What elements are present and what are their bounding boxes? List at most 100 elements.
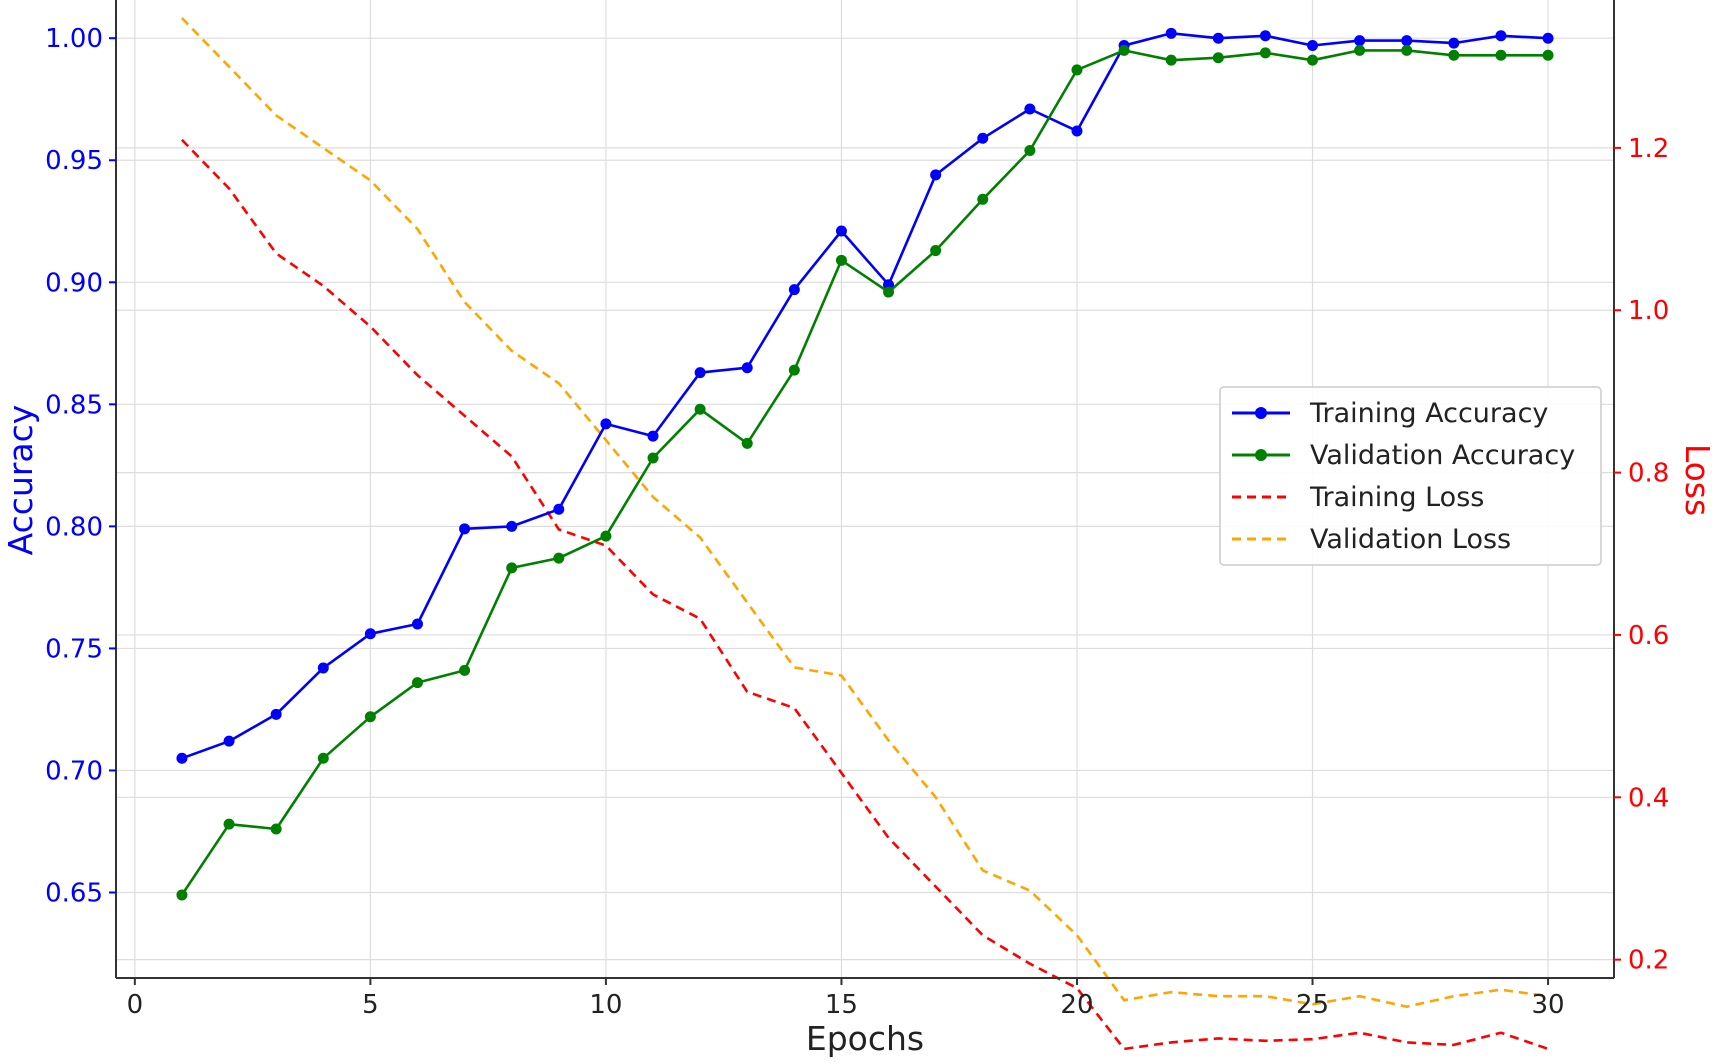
series-layer: [176, 17, 1554, 1051]
y-left-tick-label-1: 0.70: [45, 756, 103, 786]
series-training-accuracy: [176, 27, 1554, 764]
data-point-training-accuracy-4: [317, 662, 329, 674]
data-point-training-accuracy-24: [1259, 30, 1271, 42]
y-left-tick-label-2: 0.75: [45, 634, 103, 664]
y-left-tick-label-7: 1.00: [45, 24, 103, 54]
legend-entry-validation-loss: Validation Loss: [1232, 524, 1511, 555]
series-line-training-loss: [180, 138, 1549, 1051]
legend-label-training-accuracy: Training Accuracy: [1309, 398, 1548, 429]
data-point-validation-accuracy-21: [1118, 44, 1130, 56]
data-point-validation-accuracy-9: [553, 552, 565, 564]
series-line-training-accuracy: [181, 31, 1549, 760]
series-line-validation-loss: [180, 17, 1549, 1009]
data-point-validation-accuracy-28: [1448, 49, 1460, 61]
y-right-tick-label-4: 1.0: [1628, 296, 1669, 326]
data-point-training-accuracy-2: [223, 735, 235, 747]
x-tick-label-0: 0: [127, 990, 144, 1020]
x-tick-label-10: 10: [589, 990, 622, 1020]
legend-entry-validation-accuracy: Validation Accuracy: [1232, 440, 1575, 471]
data-point-training-accuracy-5: [364, 628, 376, 640]
data-point-validation-accuracy-13: [741, 437, 753, 449]
legend-entry-training-loss: Training Loss: [1232, 482, 1484, 513]
series-validation-accuracy: [176, 44, 1554, 901]
y-left-tick-label-5: 0.90: [45, 268, 103, 298]
y-right-tick-label-3: 0.8: [1628, 459, 1669, 489]
data-point-training-accuracy-29: [1495, 30, 1507, 42]
data-point-training-accuracy-28: [1448, 37, 1460, 49]
data-point-validation-accuracy-11: [647, 452, 659, 464]
y-right-tick-label-2: 0.6: [1628, 621, 1669, 651]
y-right-tick-label-5: 1.2: [1628, 134, 1669, 164]
data-point-training-accuracy-15: [835, 225, 847, 237]
y-right-tick-label-1: 0.4: [1628, 783, 1669, 813]
data-point-training-accuracy-25: [1307, 40, 1319, 52]
data-point-training-accuracy-19: [1024, 103, 1036, 115]
data-point-validation-accuracy-6: [411, 677, 423, 689]
legend-marker-validation-accuracy: [1255, 449, 1267, 461]
data-point-validation-accuracy-18: [977, 193, 989, 205]
legend: Training Accuracy Validation Accuracy Tr…: [1219, 386, 1602, 566]
x-axis-title: Epochs: [806, 1019, 924, 1058]
data-point-training-accuracy-9: [553, 503, 565, 515]
data-point-validation-accuracy-5: [364, 711, 376, 723]
data-point-validation-accuracy-8: [506, 562, 518, 574]
legend-label-validation-loss: Validation Loss: [1310, 524, 1511, 555]
y-left-tick-label-0: 0.65: [45, 879, 103, 909]
data-point-training-accuracy-17: [930, 169, 942, 181]
data-point-validation-accuracy-27: [1401, 44, 1413, 56]
data-point-training-accuracy-18: [977, 132, 989, 144]
data-point-validation-accuracy-14: [788, 364, 800, 376]
data-point-validation-accuracy-12: [694, 403, 706, 415]
data-point-validation-accuracy-25: [1307, 54, 1319, 66]
data-point-training-accuracy-14: [788, 284, 800, 296]
right-axis-title: Loss: [1678, 444, 1712, 516]
data-point-training-accuracy-11: [647, 430, 659, 442]
data-point-training-accuracy-10: [600, 418, 612, 430]
data-point-validation-accuracy-29: [1495, 49, 1507, 61]
data-point-validation-accuracy-24: [1259, 47, 1271, 59]
y-left-tick-label-6: 0.95: [45, 146, 103, 176]
data-point-validation-accuracy-1: [176, 889, 188, 901]
x-tick-label-5: 5: [362, 990, 379, 1020]
data-point-training-accuracy-23: [1212, 32, 1224, 44]
x-tick-label-20: 20: [1060, 990, 1093, 1020]
series-validation-loss: [180, 17, 1549, 1009]
data-point-validation-accuracy-4: [317, 752, 329, 764]
axes: [115, 0, 1615, 979]
data-point-validation-accuracy-19: [1024, 144, 1036, 156]
x-tick-label-25: 25: [1296, 990, 1329, 1020]
data-point-training-accuracy-13: [741, 362, 753, 374]
y-right-tick-label-0: 0.2: [1628, 946, 1669, 976]
y-left-tick-label-3: 0.80: [45, 512, 103, 542]
data-point-validation-accuracy-30: [1542, 49, 1554, 61]
legend-marker-training-accuracy: [1255, 407, 1267, 419]
data-point-training-accuracy-1: [176, 752, 188, 764]
legend-entry-training-accuracy: Training Accuracy: [1232, 398, 1548, 429]
data-point-training-accuracy-20: [1071, 125, 1083, 137]
series-training-loss: [180, 138, 1549, 1051]
data-point-validation-accuracy-2: [223, 818, 235, 830]
data-point-validation-accuracy-7: [459, 664, 471, 676]
y-left-tick-label-4: 0.85: [45, 390, 103, 420]
data-point-training-accuracy-27: [1401, 35, 1413, 47]
data-point-training-accuracy-8: [506, 520, 518, 532]
x-tick-label-15: 15: [825, 990, 858, 1020]
data-point-training-accuracy-22: [1165, 27, 1177, 39]
data-point-validation-accuracy-20: [1071, 64, 1083, 76]
data-point-training-accuracy-26: [1354, 35, 1366, 47]
data-point-validation-accuracy-26: [1354, 44, 1366, 56]
data-point-training-accuracy-12: [694, 367, 706, 379]
legend-box: [1219, 386, 1602, 566]
ticks: 0 5 10 15 20 25 30 0.65 0.70 0.75 0.80 0.85 0.90 0.95…: [45, 24, 1669, 1020]
legend-label-training-loss: Training Loss: [1309, 482, 1484, 513]
x-tick-label-30: 30: [1532, 990, 1565, 1020]
data-point-training-accuracy-7: [459, 523, 471, 535]
data-point-validation-accuracy-22: [1165, 54, 1177, 66]
data-point-training-accuracy-3: [270, 708, 282, 720]
data-point-validation-accuracy-16: [883, 286, 895, 298]
data-point-validation-accuracy-3: [270, 823, 282, 835]
left-axis-title: Accuracy: [1, 405, 40, 556]
data-point-validation-accuracy-17: [930, 245, 942, 257]
data-point-training-accuracy-6: [411, 618, 423, 630]
